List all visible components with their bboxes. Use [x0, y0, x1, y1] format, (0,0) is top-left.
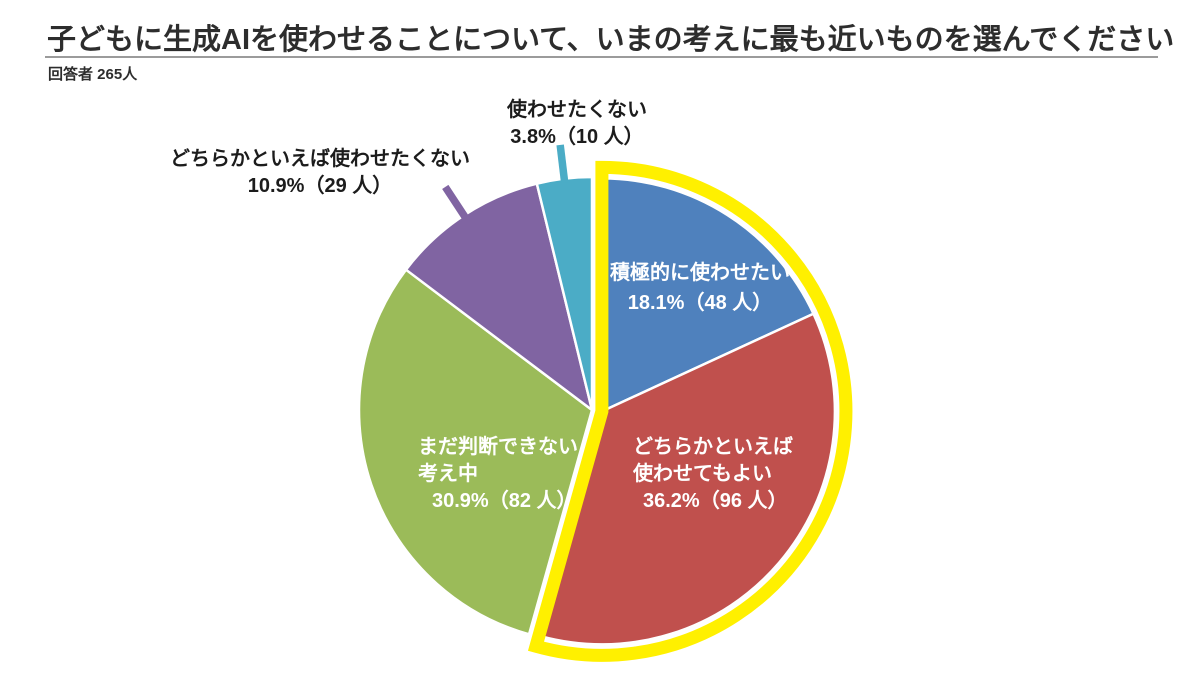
label-rather-ok: どちらかといえば 使わせてもよい 36.2%（96 人）	[633, 434, 793, 515]
label-line: 使わせたくない	[507, 99, 647, 121]
highlight-outline	[527, 160, 853, 662]
label-value: 36.2%（96 人）	[643, 490, 788, 512]
label-line: 積極的に使わせたい	[610, 262, 790, 284]
label-line: どちらかといえば	[633, 436, 793, 458]
label-value: 3.8%（10 人）	[510, 126, 644, 148]
leader-line-slice-4	[442, 184, 470, 221]
pie-slice-2	[537, 312, 837, 646]
label-dont-want: 使わせたくない 3.8%（10 人）	[457, 97, 697, 151]
respondent-count: 回答者 265人	[48, 66, 138, 83]
pie-slice-1	[600, 177, 815, 413]
title-divider	[45, 56, 1158, 58]
label-rather-not: どちらかといえば使わせたくない 10.9%（29 人）	[140, 146, 500, 200]
chart-title: 子どもに生成AIを使わせることについて、いまの考えに最も近いものを選んでください	[47, 24, 1175, 56]
label-line: 使わせてもよい	[633, 463, 772, 485]
leader-line-slice-5	[556, 144, 569, 184]
label-value: 30.9%（82 人）	[432, 490, 577, 512]
label-undecided: まだ判断できない 考え中 30.9%（82 人）	[418, 434, 578, 515]
label-actively-want: 積極的に使わせたい 18.1%（48 人）	[590, 258, 810, 318]
label-value: 10.9%（29 人）	[247, 175, 393, 197]
pie-slice-3	[357, 268, 594, 636]
label-line: まだ判断できない	[418, 436, 578, 458]
label-line: どちらかといえば使わせたくない	[170, 148, 470, 170]
label-value: 18.1%（48 人）	[627, 292, 773, 314]
label-line: 考え中	[418, 463, 478, 485]
